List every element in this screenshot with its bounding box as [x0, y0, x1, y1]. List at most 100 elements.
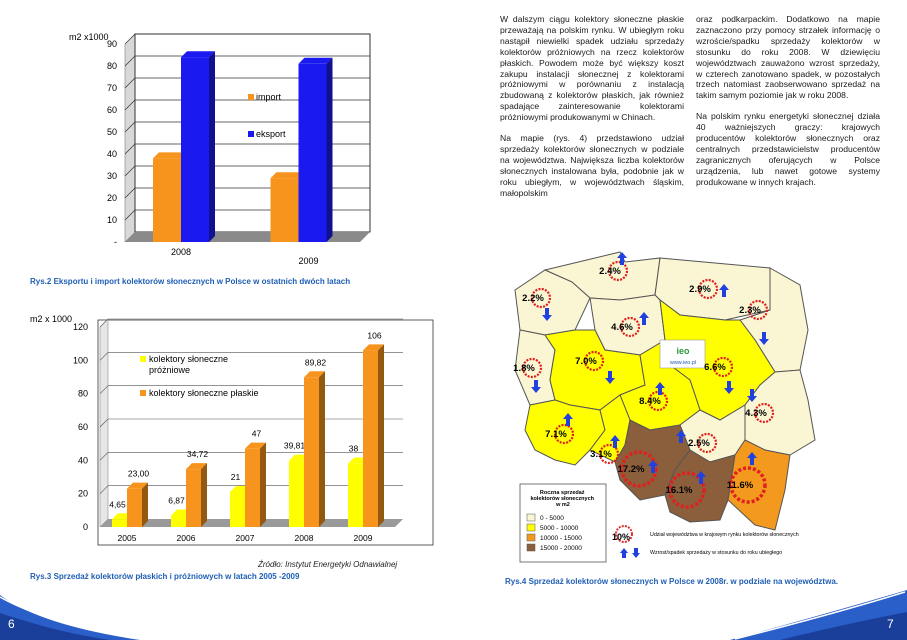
- arrow-down-icon: [724, 381, 734, 394]
- bar: [186, 469, 201, 527]
- share-burst: [753, 402, 775, 424]
- bar: [112, 519, 127, 527]
- gridline: [124, 143, 136, 155]
- ieo-logo: ieo: [676, 346, 690, 356]
- y-tick-label: 80: [78, 389, 88, 399]
- bar-top: [304, 371, 325, 378]
- arrow-up-icon: [610, 435, 620, 448]
- share-burst: [697, 278, 719, 300]
- bar: [127, 488, 142, 527]
- share-legend-label: Udział województwa w krajowym rynku kole…: [650, 532, 799, 538]
- arrow-up-icon: [639, 312, 649, 325]
- text-column-2: oraz podkarpackim. Dodatkowo na mapie za…: [696, 14, 880, 198]
- legend-swatch: [140, 390, 146, 396]
- arrow-up-icon: [563, 413, 573, 426]
- y-tick-label: 70: [107, 83, 117, 93]
- gridline: [124, 99, 136, 111]
- arrow-up-icon: [648, 460, 658, 473]
- y-tick-label: 60: [78, 422, 88, 432]
- x-tick-label: 2009: [354, 533, 373, 543]
- data-label: 23,00: [128, 469, 150, 479]
- share-symbol-icon: [615, 525, 633, 543]
- bar: [153, 158, 181, 242]
- figure-caption-rys4: Rys.4 Sprzedaż kolektorów słonecznych w …: [505, 577, 838, 586]
- y-tick-label: 50: [107, 127, 117, 137]
- paragraph: Na polskim rynku energetyki słonecznej d…: [696, 111, 880, 187]
- corner-decoration-left: [0, 595, 140, 640]
- share-burst: [647, 390, 669, 412]
- legend-swatch: [248, 94, 254, 100]
- share-burst: [530, 287, 552, 309]
- y-tick-label: 0: [83, 522, 88, 532]
- x-tick-label: 2008: [295, 533, 314, 543]
- x-tick-label: 2009: [298, 256, 318, 266]
- page-number-left: 6: [8, 617, 15, 631]
- y-axis-label: m2 x1000: [69, 32, 109, 42]
- arrow-legend-label: Wzrost/spadek sprzedaży w stosunku do ro…: [650, 550, 782, 556]
- legend-swatch: [526, 513, 536, 522]
- legend-label: 5000 - 10000: [540, 525, 579, 532]
- bar-top: [127, 482, 148, 489]
- bar: [230, 492, 245, 527]
- region-share-mazowieckie: 6.6%: [704, 362, 726, 373]
- y-tick-label: 20: [107, 193, 117, 203]
- bar-side: [326, 57, 333, 242]
- arrow-up-icon: [655, 382, 665, 395]
- region-share-swietokrzyskie: 2.5%: [688, 438, 710, 449]
- bar: [270, 178, 299, 242]
- share-burst: [619, 316, 641, 338]
- legend-label: eksport: [256, 129, 286, 139]
- region-share-zachodniopomorskie: 2.2%: [522, 293, 544, 304]
- legend-label: import: [256, 92, 282, 102]
- poland-map: ieo www.ieo.pl 2.4% 2.2% 2.9% 2.3% 4.6% 1.8% 7…: [513, 251, 816, 563]
- bar-side: [378, 344, 384, 527]
- gridline: [124, 33, 136, 45]
- share-burst: [553, 423, 575, 445]
- gridline: [99, 418, 109, 428]
- y-tick-label: 60: [107, 105, 117, 115]
- arrow-down-icon: [747, 389, 757, 402]
- legend-swatch: [526, 523, 536, 532]
- share-burst: [729, 466, 767, 504]
- legend-swatch: [140, 356, 146, 362]
- legend-swatch: [526, 543, 536, 552]
- y-tick-label: 40: [78, 455, 88, 465]
- region-share-pomorskie: 2.4%: [599, 266, 621, 277]
- y-tick-label: 20: [78, 489, 88, 499]
- region-share-wielkopolskie: 7.0%: [575, 356, 597, 367]
- bar: [363, 350, 378, 527]
- region-share-lodzkie: 8.4%: [639, 396, 661, 407]
- data-label: 106: [367, 330, 381, 340]
- gridline: [124, 165, 136, 177]
- bar: [171, 515, 186, 527]
- region-share-malopolskie: 16.1%: [666, 485, 693, 496]
- share-burst: [696, 432, 718, 454]
- data-label: 4,65: [109, 499, 126, 509]
- region-share-dolnoslaskie: 7.1%: [545, 429, 567, 440]
- y-tick-label: 120: [73, 322, 88, 332]
- gridline: [99, 452, 109, 461]
- x-tick-label: 2005: [118, 533, 137, 543]
- data-label: 21: [231, 472, 241, 482]
- data-label: 39,81: [284, 441, 306, 451]
- region-share-podkarpackie: 11.6%: [727, 480, 754, 491]
- gridline: [124, 77, 136, 89]
- arrow-down-icon: [759, 332, 769, 345]
- bar-top: [363, 344, 384, 351]
- region-share-podlaskie: 2.3%: [739, 305, 761, 316]
- website-label: www.ieo.pl: [669, 360, 696, 366]
- gridline: [99, 318, 109, 328]
- bar-top: [181, 51, 215, 58]
- gridline: [124, 55, 136, 67]
- region-share-slaskie: 17.2%: [618, 464, 645, 475]
- arrow-up-icon: [696, 471, 706, 484]
- arrow-down-icon: [542, 308, 552, 321]
- bar: [289, 460, 304, 527]
- y-tick-label: 10: [107, 215, 117, 225]
- bar-side: [201, 463, 207, 527]
- bar-side: [209, 51, 215, 243]
- bar-top: [153, 152, 187, 159]
- gridline: [124, 187, 136, 199]
